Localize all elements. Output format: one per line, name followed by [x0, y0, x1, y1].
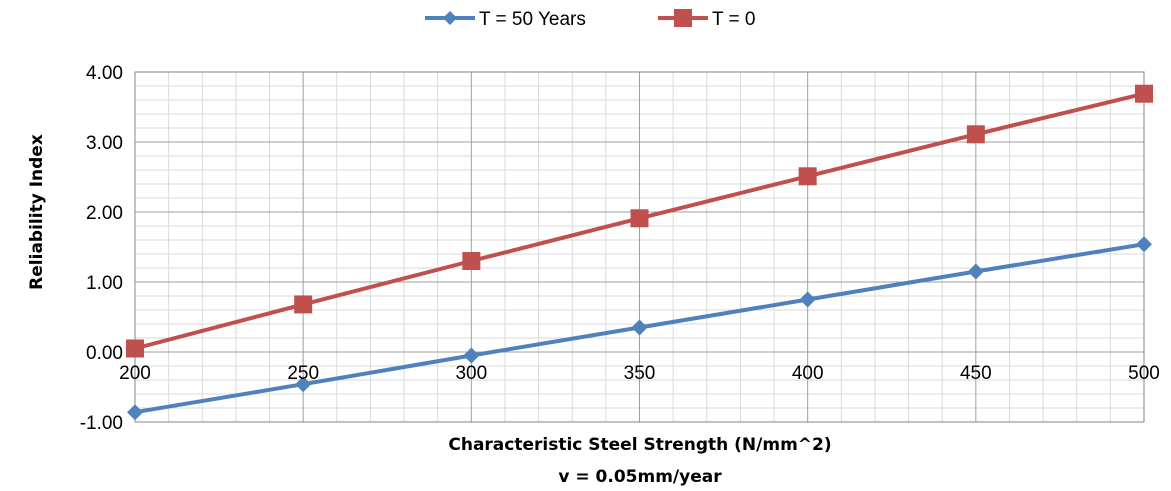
data-point-marker: [463, 347, 480, 364]
legend-item-t0: T = 0: [658, 9, 755, 30]
data-point-marker: [295, 376, 312, 393]
y-tick-label: 2.00: [86, 203, 123, 224]
legend-label-t50: T = 50 Years: [479, 9, 586, 30]
x-tick-label: 350: [624, 363, 656, 384]
series-1: [126, 84, 1153, 358]
data-point-marker: [631, 319, 648, 336]
data-point-marker: [127, 404, 143, 421]
y-tick-label: -1.00: [80, 413, 123, 434]
data-point-marker: [462, 252, 481, 270]
y-tick-label: 4.00: [86, 63, 123, 84]
data-point-marker: [966, 125, 985, 144]
data-point-marker: [630, 209, 649, 228]
data-point-marker: [294, 295, 313, 314]
x-tick-label: 400: [792, 363, 824, 384]
y-tick-label: 3.00: [86, 133, 123, 154]
data-point-marker: [126, 339, 144, 358]
y-tick-label: 0.00: [86, 343, 123, 364]
x-tick-label: 300: [455, 363, 487, 384]
y-axis-title: Reliability Index: [27, 134, 47, 290]
series-layer: [126, 84, 1153, 421]
y-axis-tick-labels: 4.00 3.00 2.00 1.00 0.00 -1.00: [80, 63, 123, 434]
legend-marker-t50: [443, 11, 457, 25]
x-tick-label: 200: [119, 363, 151, 384]
x-tick-label: 500: [1128, 363, 1160, 384]
x-axis-title: Characteristic Steel Strength (N/mm^2): [448, 435, 831, 455]
data-point-marker: [798, 167, 817, 186]
data-point-marker: [1136, 236, 1152, 253]
legend-marker-t0: [674, 9, 692, 27]
data-point-marker: [967, 263, 984, 280]
x-tick-label: 450: [960, 363, 992, 384]
x-axis-tick-labels: 200 250 300 350 400 450 500: [119, 363, 1160, 384]
x-axis-subtitle: v = 0.05mm/year: [558, 467, 722, 487]
x-tick-label: 250: [287, 363, 319, 384]
legend-item-t50: T = 50 Years: [425, 9, 586, 30]
data-point-marker: [799, 291, 816, 308]
series-0: [127, 236, 1152, 421]
y-tick-label: 1.00: [86, 273, 123, 294]
legend: T = 50 Years T = 0: [425, 9, 755, 30]
data-point-marker: [1135, 84, 1153, 103]
legend-label-t0: T = 0: [712, 9, 755, 30]
